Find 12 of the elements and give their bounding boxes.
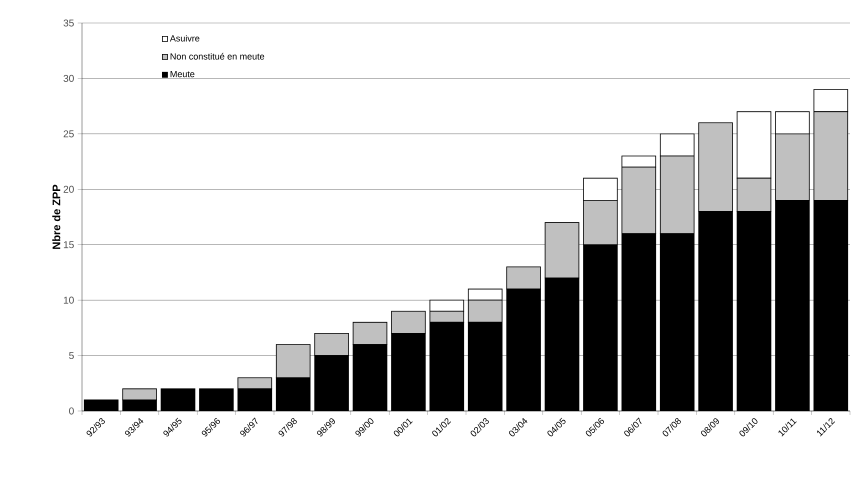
legend-label: Meute <box>170 70 194 78</box>
legend-label: Non constitué en meute <box>170 52 264 60</box>
y-tick-label: 35 <box>64 19 74 27</box>
y-tick-label: 15 <box>64 241 74 248</box>
y-tick-label: 20 <box>64 186 74 193</box>
y-tick-label: 5 <box>69 352 74 360</box>
y-tick-label: 30 <box>64 74 74 82</box>
y-tick-label: 25 <box>64 130 74 138</box>
y-axis-title: Nbre de ZPP <box>52 184 60 249</box>
y-tick-label: 10 <box>64 296 74 304</box>
legend-label: Asuivre <box>170 34 200 42</box>
y-tick-label: 0 <box>69 407 74 415</box>
